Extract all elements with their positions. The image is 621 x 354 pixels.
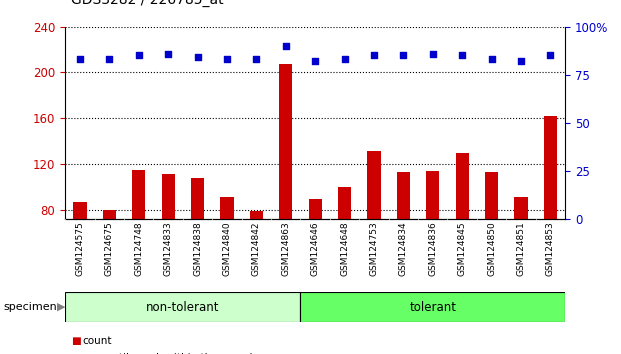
Point (75, 57, 85, 62)
Bar (220, 196, 233, 302)
Text: percentile rank within the sample: percentile rank within the sample (83, 353, 258, 354)
Point (281, 43, 291, 49)
Text: GSM124842: GSM124842 (252, 222, 261, 276)
Bar (309, 199, 322, 302)
Bar (485, 172, 498, 302)
Bar (426, 171, 440, 302)
Bar (102, 210, 116, 302)
FancyBboxPatch shape (301, 292, 565, 322)
Point (193, 55, 202, 60)
Text: ■: ■ (71, 353, 81, 354)
Point (252, 57, 261, 62)
Text: GSM124748: GSM124748 (134, 222, 143, 276)
Bar (73, 202, 86, 302)
Point (222, 57, 232, 62)
Text: GSM124648: GSM124648 (340, 222, 349, 276)
Bar (544, 116, 557, 302)
Bar (456, 153, 469, 302)
Text: GSM124838: GSM124838 (193, 222, 202, 276)
Bar (279, 64, 292, 302)
Bar (368, 150, 381, 302)
Text: count: count (83, 336, 112, 346)
Text: GSM124853: GSM124853 (546, 222, 555, 276)
Point (340, 57, 350, 62)
Bar (161, 173, 175, 302)
Point (428, 51, 438, 56)
Text: tolerant: tolerant (409, 301, 456, 314)
Text: non-tolerant: non-tolerant (146, 301, 220, 314)
Point (134, 53, 143, 58)
Point (399, 53, 409, 58)
Text: GDS3282 / 226785_at: GDS3282 / 226785_at (71, 0, 224, 7)
Text: ■: ■ (71, 336, 81, 346)
Text: GSM124833: GSM124833 (163, 222, 173, 276)
Text: GSM124845: GSM124845 (458, 222, 467, 276)
Bar (338, 187, 351, 302)
FancyBboxPatch shape (65, 292, 301, 322)
Text: GSM124851: GSM124851 (517, 222, 525, 276)
Point (457, 53, 467, 58)
Bar (191, 178, 204, 302)
Point (369, 53, 379, 58)
Bar (250, 211, 263, 302)
Point (163, 51, 173, 56)
Point (104, 57, 114, 62)
Bar (514, 196, 528, 302)
Text: GSM124850: GSM124850 (487, 222, 496, 276)
Point (310, 58, 320, 64)
Point (487, 57, 497, 62)
Bar (132, 170, 145, 302)
Point (545, 53, 555, 58)
Text: GSM124675: GSM124675 (105, 222, 114, 276)
Text: GSM124863: GSM124863 (281, 222, 290, 276)
Text: GSM124575: GSM124575 (75, 222, 84, 276)
Text: specimen: specimen (3, 302, 57, 312)
Text: GSM124834: GSM124834 (399, 222, 408, 276)
Text: GSM124836: GSM124836 (428, 222, 437, 276)
Text: GSM124840: GSM124840 (222, 222, 232, 276)
Text: GSM124753: GSM124753 (369, 222, 378, 276)
Bar (397, 172, 410, 302)
Text: GSM124646: GSM124646 (310, 222, 320, 276)
Point (516, 58, 526, 64)
Text: ▶: ▶ (57, 302, 66, 312)
